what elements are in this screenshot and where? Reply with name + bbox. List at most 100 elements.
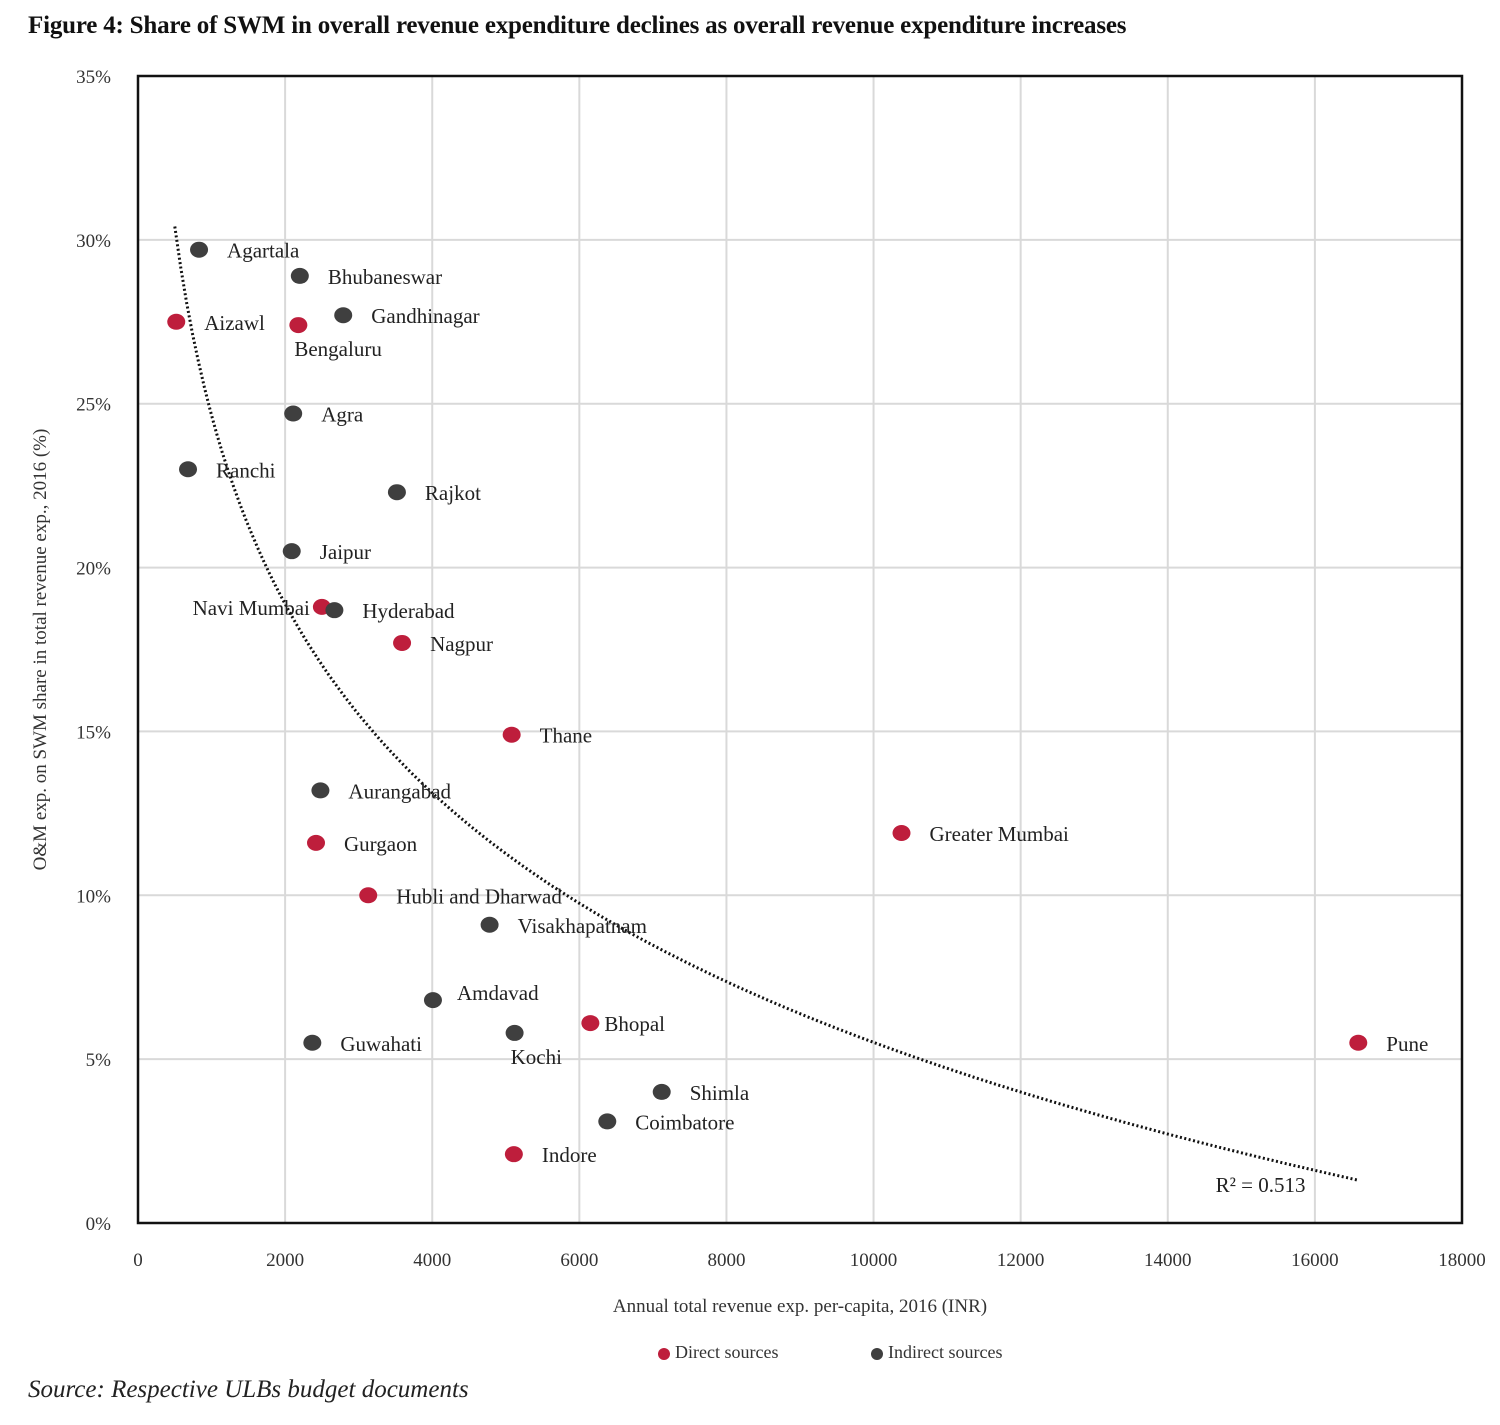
point-label: Guwahati — [340, 1032, 422, 1056]
data-point: Aurangabad — [311, 779, 452, 803]
data-point: Indore — [504, 1143, 597, 1167]
data-points: Aizawl Bengaluru Navi Mumbai Nagpur Thane Gur… — [167, 239, 1428, 1167]
point-label: Visakhapatnam — [518, 914, 647, 938]
point-marker — [190, 241, 209, 258]
point-label: Agartala — [227, 239, 300, 263]
point-marker — [359, 887, 378, 904]
legend-marker — [658, 1348, 670, 1360]
x-tick-label: 8000 — [707, 1250, 745, 1271]
y-tick-labels: 0% 5% 10% 15% 20% 25% 30% 35% — [76, 67, 111, 1235]
data-point: Coimbatore — [598, 1110, 734, 1134]
figure-title: Figure 4: Share of SWM in overall revenu… — [28, 12, 1127, 39]
x-tick-label: 14000 — [1144, 1250, 1192, 1271]
point-marker — [167, 313, 186, 330]
y-tick-label: 15% — [76, 722, 111, 743]
y-tick-label: 0% — [86, 1214, 112, 1235]
point-label: Hubli and Dharwad — [396, 884, 562, 908]
trendline — [173, 226, 1360, 1182]
point-marker — [581, 1015, 600, 1032]
point-label: Nagpur — [430, 632, 493, 656]
legend-marker — [871, 1348, 883, 1360]
point-marker — [289, 317, 308, 334]
y-tick-label: 20% — [76, 559, 111, 580]
data-point: Bhopal — [581, 1012, 665, 1036]
point-label: Jaipur — [320, 540, 371, 564]
y-tick-label: 5% — [86, 1050, 112, 1071]
x-tick-label: 10000 — [850, 1250, 898, 1271]
point-label: Aurangabad — [348, 779, 451, 803]
point-label: Coimbatore — [635, 1110, 734, 1134]
point-label: Rajkot — [425, 481, 481, 505]
data-point: Kochi — [505, 1024, 562, 1069]
point-marker — [282, 543, 301, 560]
point-label: Bengaluru — [294, 337, 382, 361]
point-marker — [505, 1024, 524, 1041]
point-label: Gandhinagar — [371, 304, 479, 328]
x-axis-label: Annual total revenue exp. per-capita, 20… — [613, 1296, 987, 1317]
point-marker — [502, 726, 521, 743]
data-point: Shimla — [652, 1081, 750, 1105]
x-tick-label: 4000 — [413, 1250, 451, 1271]
point-label: Thane — [540, 724, 592, 748]
point-label: Greater Mumbai — [930, 822, 1070, 846]
point-marker — [892, 825, 911, 842]
point-label: Agra — [321, 403, 364, 427]
x-tick-labels: 0 2000 4000 6000 8000 10000 12000 14000 16000 180… — [133, 1250, 1486, 1271]
legend: Direct sources Indirect sources — [658, 1342, 1002, 1362]
point-marker — [311, 782, 330, 799]
data-point: Visakhapatnam — [480, 914, 647, 938]
y-tick-label: 30% — [76, 231, 111, 252]
point-marker — [284, 405, 303, 422]
point-label: Bhopal — [604, 1012, 665, 1036]
x-tick-label: 2000 — [266, 1250, 304, 1271]
point-marker — [504, 1146, 523, 1163]
y-tick-label: 10% — [76, 886, 111, 907]
point-marker — [598, 1113, 617, 1130]
x-tick-label: 0 — [133, 1250, 143, 1271]
point-label: Hyderabad — [362, 599, 455, 623]
point-marker — [303, 1034, 322, 1051]
data-point: Hyderabad — [325, 599, 455, 623]
point-marker — [334, 307, 353, 324]
data-point: Ranchi — [179, 458, 276, 482]
point-label: Indore — [542, 1143, 597, 1167]
point-marker — [1349, 1034, 1368, 1051]
legend-item-indirect: Indirect sources — [871, 1342, 1002, 1362]
data-point: Rajkot — [387, 481, 481, 505]
point-label: Amdavad — [457, 981, 539, 1005]
x-tick-label: 6000 — [560, 1250, 598, 1271]
data-point: Jaipur — [282, 540, 371, 564]
point-label: Aizawl — [204, 311, 265, 335]
point-label: Kochi — [511, 1045, 562, 1069]
legend-label: Indirect sources — [888, 1342, 1002, 1362]
y-axis-label: O&M exp. on SWM share in total revenue e… — [30, 429, 51, 871]
data-point: Hubli and Dharwad — [359, 884, 562, 908]
point-marker — [393, 634, 412, 651]
x-tick-label: 18000 — [1438, 1250, 1486, 1271]
point-label: Pune — [1386, 1032, 1428, 1056]
data-point: Thane — [502, 724, 592, 748]
data-point: Guwahati — [303, 1032, 422, 1056]
data-point: Gandhinagar — [334, 304, 480, 328]
data-point: Greater Mumbai — [892, 822, 1070, 846]
point-marker — [652, 1083, 671, 1100]
data-point: Nagpur — [393, 632, 493, 656]
x-tick-label: 12000 — [997, 1250, 1045, 1271]
point-marker — [179, 461, 198, 478]
y-tick-label: 25% — [76, 395, 111, 416]
r-squared-annotation: R² = 0.513 — [1216, 1173, 1306, 1197]
data-point: Bengaluru — [289, 317, 382, 361]
legend-label: Direct sources — [675, 1342, 778, 1362]
gridlines — [138, 76, 1462, 1223]
plot-frame — [136, 74, 1464, 1225]
point-marker — [423, 992, 442, 1009]
data-point: Amdavad — [423, 981, 539, 1009]
data-point: Navi Mumbai — [193, 596, 331, 620]
data-point: Bhubaneswar — [290, 265, 442, 289]
point-marker — [325, 602, 344, 619]
point-label: Shimla — [690, 1081, 750, 1105]
data-point: Aizawl — [167, 311, 265, 335]
point-label: Ranchi — [216, 458, 276, 482]
source-note: Source: Respective ULBs budget documents — [28, 1376, 469, 1403]
